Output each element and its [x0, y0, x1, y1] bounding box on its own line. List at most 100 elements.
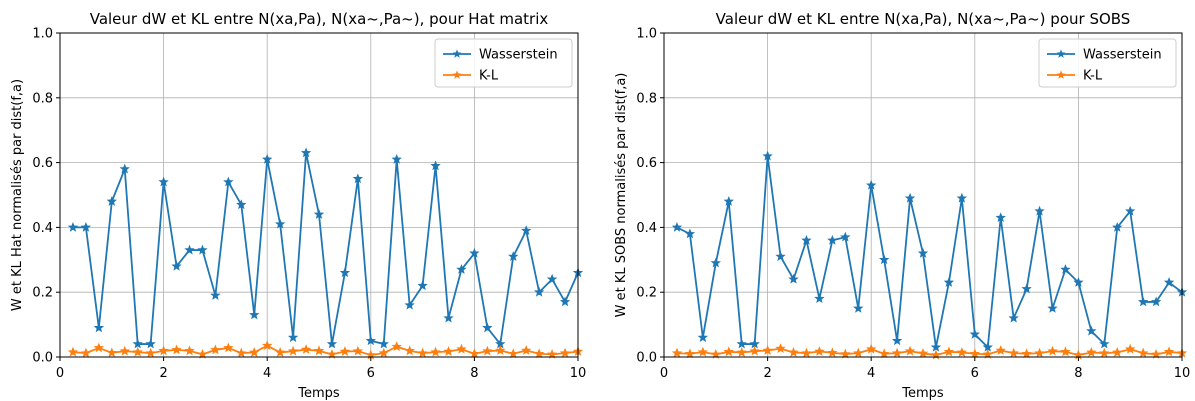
- legend-marker: [452, 70, 462, 79]
- data-point: [223, 176, 234, 187]
- data-point: [80, 221, 92, 232]
- data-point: [879, 348, 890, 359]
- data-point: [275, 347, 286, 357]
- data-point: [184, 244, 195, 255]
- x-tick-label: 6: [971, 366, 979, 381]
- series-line: [72, 151, 579, 345]
- data-point: [417, 347, 428, 358]
- data-point: [249, 347, 260, 357]
- legend-marker: [1056, 49, 1066, 58]
- data-point: [559, 296, 571, 307]
- data-point: [943, 346, 955, 357]
- data-point: [521, 225, 532, 236]
- data-point: [546, 348, 558, 359]
- data-point: [365, 335, 376, 346]
- legend-box: [434, 38, 573, 88]
- data-point: [313, 345, 325, 356]
- x-tick-label: 2: [763, 366, 771, 381]
- legend: Wasserstein K-L: [434, 38, 573, 88]
- data-point: [352, 173, 363, 184]
- data-point: [930, 349, 942, 360]
- data-point: [197, 348, 208, 359]
- tick-labels: 0 2 4 6 8 10 0.0 0.2 0.4 0.6 0.8 1.0: [636, 27, 1190, 382]
- chart-title: Valeur dW et KL entre N(xa,Pa), N(xa~,Pa…: [90, 10, 549, 28]
- legend-label: Wasserstein: [479, 48, 558, 63]
- y-tick-label: 0.6: [32, 156, 53, 171]
- y-tick-label: 0.0: [32, 351, 53, 366]
- x-axis-label: Temps: [297, 386, 340, 401]
- data-point: [534, 348, 545, 359]
- data-point: [788, 347, 799, 357]
- data-point: [534, 286, 545, 297]
- data-point: [1125, 343, 1136, 354]
- series-line: [676, 155, 1183, 349]
- data-point: [710, 257, 721, 268]
- data-point: [1034, 347, 1045, 358]
- legend-marker: [1056, 70, 1066, 79]
- legend-label: Wasserstein: [1083, 48, 1162, 63]
- data-point: [132, 338, 143, 349]
- data-point: [1112, 221, 1123, 232]
- x-axis-label: Temps: [901, 386, 944, 401]
- x-tick-label: 2: [159, 366, 167, 381]
- data-point: [378, 347, 389, 358]
- data-point: [456, 264, 467, 274]
- data-point: [736, 338, 747, 349]
- data-point: [326, 348, 338, 359]
- data-point: [495, 345, 506, 355]
- series: [671, 150, 1188, 360]
- chart-title: Valeur dW et KL entre N(xa,Pa), N(xa~,Pa…: [716, 10, 1131, 28]
- x-tick-label: 10: [570, 366, 587, 381]
- data-point: [904, 192, 916, 203]
- data-point: [891, 347, 903, 358]
- data-point: [158, 176, 169, 187]
- y-tick-label: 0.6: [636, 156, 657, 171]
- plot-frame: [663, 32, 1183, 358]
- data-point: [223, 342, 234, 353]
- data-point: [1099, 338, 1110, 349]
- data-point: [67, 221, 79, 232]
- legend: Wasserstein K-L: [1038, 38, 1177, 88]
- data-point: [1112, 347, 1123, 357]
- data-point: [508, 348, 519, 359]
- data-point: [1099, 347, 1110, 358]
- data-point: [313, 209, 325, 219]
- data-point: [917, 247, 929, 258]
- data-point: [404, 299, 415, 310]
- data-point: [1150, 348, 1162, 359]
- data-point: [430, 346, 441, 357]
- data-point: [1021, 283, 1032, 294]
- data-point: [736, 347, 747, 357]
- data-point: [969, 348, 980, 359]
- data-point: [904, 345, 916, 356]
- legend-label: K-L: [1083, 69, 1103, 84]
- x-tick-label: 0: [56, 366, 64, 381]
- x-tick-label: 0: [660, 366, 668, 381]
- data-point: [1047, 345, 1058, 356]
- data-point: [119, 345, 130, 356]
- data-point: [995, 345, 1006, 355]
- data-point: [1138, 296, 1149, 307]
- legend-label: K-L: [479, 69, 499, 84]
- data-point: [762, 345, 773, 355]
- data-point: [106, 196, 117, 206]
- data-point: [287, 332, 299, 342]
- data-point: [827, 347, 838, 358]
- data-point: [1163, 346, 1175, 357]
- data-point: [671, 347, 683, 358]
- data-point: [546, 273, 558, 284]
- data-point: [300, 344, 312, 354]
- data-point: [917, 348, 929, 358]
- y-tick-label: 0.8: [32, 91, 53, 106]
- legend-box: [1038, 38, 1177, 88]
- y-tick-label: 0.0: [636, 351, 657, 366]
- series-line: [72, 344, 579, 356]
- data-point: [943, 277, 955, 287]
- data-point: [749, 345, 760, 356]
- data-point: [775, 251, 786, 261]
- data-point: [879, 254, 890, 265]
- data-point: [801, 347, 812, 358]
- data-point: [1008, 347, 1019, 358]
- x-tick-label: 4: [263, 366, 271, 381]
- data-point: [775, 343, 786, 353]
